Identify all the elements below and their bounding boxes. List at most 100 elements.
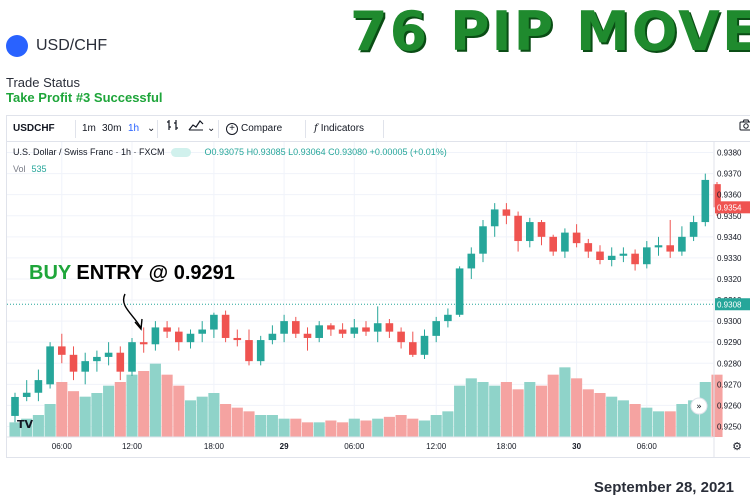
settings-icon[interactable]: ⚙ <box>732 440 742 453</box>
legend-ohlc: O0.93075 H0.93085 L0.93064 C0.93080 +0.0… <box>204 147 447 157</box>
volume-bar <box>594 393 606 437</box>
volume-bar <box>301 422 314 437</box>
volume-bar <box>67 391 80 437</box>
volume-bar <box>114 382 126 437</box>
candle-body[interactable] <box>292 321 300 334</box>
candle-body[interactable] <box>245 340 253 362</box>
candle-body[interactable] <box>34 380 43 393</box>
candle-body[interactable] <box>198 329 206 334</box>
candle-body[interactable] <box>11 396 19 416</box>
candle-body[interactable] <box>420 335 429 355</box>
candle-body[interactable] <box>22 392 31 397</box>
volume-bar <box>9 422 21 437</box>
candle-body[interactable] <box>81 361 89 372</box>
candle-body[interactable] <box>455 268 464 315</box>
candle-body[interactable] <box>256 340 265 362</box>
tradingview-logo-icon: TV <box>17 418 34 431</box>
candle-body[interactable] <box>561 232 569 252</box>
candle-body[interactable] <box>526 222 534 242</box>
interval-1h[interactable]: 1h <box>128 123 140 134</box>
candle-body[interactable] <box>631 253 639 265</box>
candle-body[interactable] <box>596 251 604 260</box>
price-chart[interactable]: 0.9380 0.9370 0.9360 0.9350 0.9340 0.9330 0.93… <box>7 116 750 458</box>
scroll-realtime-button[interactable] <box>690 397 708 415</box>
candle-body[interactable] <box>46 346 54 385</box>
candle-body[interactable] <box>104 352 113 357</box>
volume-bar <box>629 404 641 437</box>
volume-bar <box>161 374 173 437</box>
candle-body[interactable] <box>186 333 195 343</box>
candle-body[interactable] <box>713 184 721 208</box>
candle-body[interactable] <box>701 179 710 223</box>
candle-body[interactable] <box>210 314 218 330</box>
candle-body[interactable] <box>643 247 651 265</box>
candle-body[interactable] <box>607 255 616 260</box>
candle-body[interactable] <box>654 245 663 248</box>
candle-body[interactable] <box>584 243 593 252</box>
candle-body[interactable] <box>502 209 511 216</box>
candle-body[interactable] <box>514 215 522 242</box>
candle-body[interactable] <box>537 222 546 237</box>
candle-body[interactable] <box>139 342 148 345</box>
symbol-search[interactable]: USDCHF <box>13 123 55 134</box>
indicators-button[interactable]: f Indicators <box>310 116 368 142</box>
candle-body[interactable] <box>432 321 440 336</box>
candle-body[interactable] <box>444 314 452 322</box>
toolbar-divider <box>75 120 76 138</box>
candle-body[interactable] <box>128 342 136 372</box>
candle-body[interactable] <box>233 337 242 341</box>
candle-body[interactable] <box>268 333 277 341</box>
candle-body[interactable] <box>467 253 476 269</box>
candle-body[interactable] <box>350 327 359 334</box>
chart-widget[interactable]: USDCHF 1m 30m 1h ⌄ ⌄ + Compare f Indicator… <box>6 115 750 458</box>
interval-dropdown-icon[interactable]: ⌄ <box>147 123 156 134</box>
candle-body[interactable] <box>69 354 78 372</box>
toolbar-divider <box>305 120 306 138</box>
candle-body[interactable] <box>315 325 323 338</box>
chart-type-dropdown-icon[interactable]: ⌄ <box>207 123 216 134</box>
candle-body[interactable] <box>666 245 674 252</box>
y-tick-label: 0.9350 <box>717 212 742 221</box>
candle-body[interactable] <box>163 327 171 332</box>
y-tick-label: 0.9270 <box>717 380 742 389</box>
candle-body[interactable] <box>116 352 125 372</box>
x-tick-label: 29 <box>280 442 289 451</box>
candle-body[interactable] <box>175 331 183 343</box>
plus-circle-icon: + <box>226 123 238 135</box>
candle-body[interactable] <box>338 329 347 334</box>
camera-icon[interactable] <box>735 116 750 142</box>
volume-bar <box>220 404 232 437</box>
compare-button[interactable]: + Compare <box>222 116 286 142</box>
candle-body[interactable] <box>280 321 288 334</box>
candle-body[interactable] <box>479 226 487 254</box>
toolbar-divider <box>383 120 384 138</box>
volume-bar <box>360 420 372 437</box>
chart-type-icon[interactable] <box>184 116 208 142</box>
candle-body[interactable] <box>409 342 417 355</box>
candle-body[interactable] <box>549 236 557 252</box>
candle-body[interactable] <box>93 356 101 362</box>
candle-body[interactable] <box>678 236 686 252</box>
candle-body[interactable] <box>572 232 581 244</box>
candle-body[interactable] <box>58 346 66 355</box>
candle-body[interactable] <box>619 253 628 256</box>
volume-bar <box>44 404 56 437</box>
bar-style-icon[interactable] <box>162 116 184 142</box>
volume-bar <box>395 415 407 437</box>
candle-body[interactable] <box>397 331 405 343</box>
candle-body[interactable] <box>151 327 160 345</box>
interval-30m[interactable]: 30m <box>102 123 122 134</box>
candle-body[interactable] <box>373 323 382 332</box>
interval-1m[interactable]: 1m <box>82 123 96 134</box>
candle-body[interactable] <box>362 327 370 332</box>
candle-body[interactable] <box>385 323 394 332</box>
volume-bar <box>652 411 665 437</box>
candle-body[interactable] <box>689 222 698 237</box>
candle-body[interactable] <box>327 325 335 330</box>
candle-body[interactable] <box>490 209 499 227</box>
candle-body[interactable] <box>221 314 230 338</box>
volume-bar <box>21 418 33 437</box>
candle-body[interactable] <box>303 333 312 338</box>
visibility-toggle[interactable] <box>170 148 191 158</box>
y-tick-label: 0.9360 <box>717 191 742 200</box>
